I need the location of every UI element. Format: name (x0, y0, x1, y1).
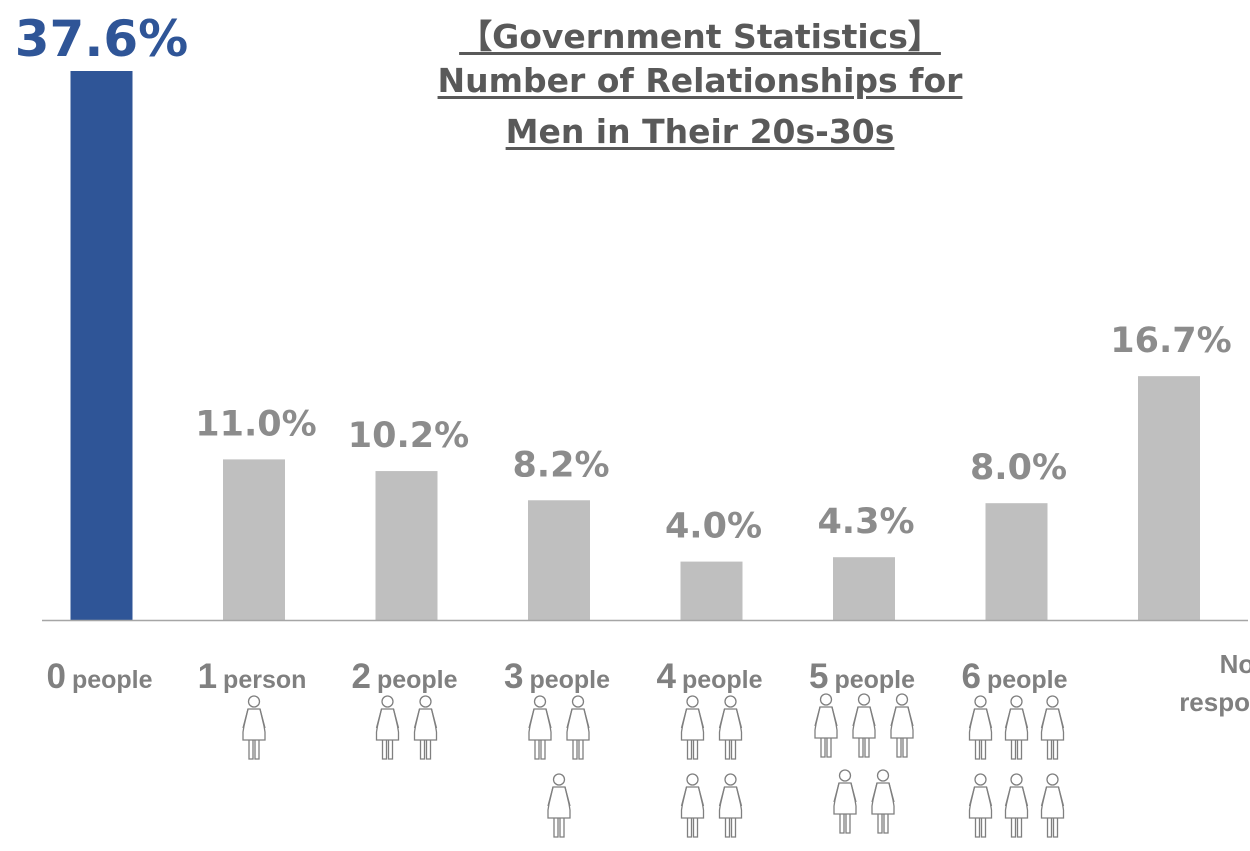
woman-figure-icon (890, 693, 914, 758)
category-label-0: 0 people (46, 657, 152, 696)
bar-0 (70, 71, 133, 620)
category-label-3: 3 people (504, 657, 610, 696)
category-number-3: 3 (504, 657, 523, 696)
category-number-2: 2 (351, 657, 370, 696)
category-unit-3: people (529, 666, 610, 694)
category-unit-4: people (682, 666, 763, 694)
chart-title-line-1: 【Government Statistics】 (459, 17, 941, 56)
category-number-4: 4 (656, 657, 676, 696)
category-label-7-line-0: No (1220, 649, 1250, 679)
category-unit-0: people (72, 666, 153, 694)
bar-3 (528, 500, 590, 620)
woman-figure-icon (528, 695, 552, 760)
woman-figure-icon (242, 695, 266, 760)
category-number-0: 0 (46, 657, 65, 696)
category-unit-2: people (377, 666, 458, 694)
woman-figure-icon (718, 695, 743, 760)
chart-title-line-3: Men in Their 20s-30s (505, 112, 895, 151)
woman-figure-icon (680, 773, 705, 838)
woman-figure-icon (833, 769, 857, 834)
value-label-2: 10.2% (348, 416, 469, 456)
bar-4 (680, 561, 743, 620)
category-number-1: 1 (198, 657, 217, 696)
value-label-3: 8.2% (512, 445, 609, 485)
woman-figure-icon (413, 695, 438, 760)
bar-1 (223, 459, 285, 620)
category-label-7-line-1: response (1179, 687, 1250, 717)
value-label-7: 16.7% (1110, 321, 1231, 361)
woman-figure-icon (375, 695, 400, 760)
category-label-6: 6 people (961, 657, 1067, 696)
woman-figure-icon (680, 695, 705, 760)
category-label-1: 1 person (198, 657, 307, 696)
category-label-4: 4 people (656, 657, 762, 696)
woman-figure-icon (1040, 695, 1065, 760)
woman-figure-icon (871, 769, 895, 834)
woman-figure-icon (814, 693, 838, 758)
woman-figure-icon (852, 693, 876, 758)
category-label-5: 5 people (809, 657, 915, 696)
value-label-4: 4.0% (665, 507, 762, 547)
value-label-6: 8.0% (970, 448, 1067, 488)
bar-6 (985, 503, 1048, 620)
category-number-5: 5 (809, 657, 828, 696)
category-unit-5: people (834, 666, 915, 694)
woman-figure-icon (1004, 773, 1029, 838)
woman-figure-icon (968, 773, 993, 838)
bar-2 (375, 471, 438, 620)
woman-figure-icon (1040, 773, 1065, 838)
category-number-6: 6 (961, 657, 980, 696)
value-label-1: 11.0% (195, 404, 316, 444)
value-label-0: 37.6% (15, 10, 188, 68)
woman-figure-icon (1004, 695, 1029, 760)
woman-figure-icon (547, 773, 571, 838)
category-unit-1: person (223, 666, 306, 694)
woman-figure-icon (718, 773, 743, 838)
woman-figure-icon (968, 695, 993, 760)
value-label-5: 4.3% (817, 502, 914, 542)
bar-7 (1138, 376, 1200, 620)
chart-title-line-2: Number of Relationships for (437, 61, 963, 100)
bar-5 (833, 557, 895, 620)
woman-figure-icon (566, 695, 590, 760)
category-unit-6: people (987, 666, 1068, 694)
category-label-2: 2 people (351, 657, 457, 696)
